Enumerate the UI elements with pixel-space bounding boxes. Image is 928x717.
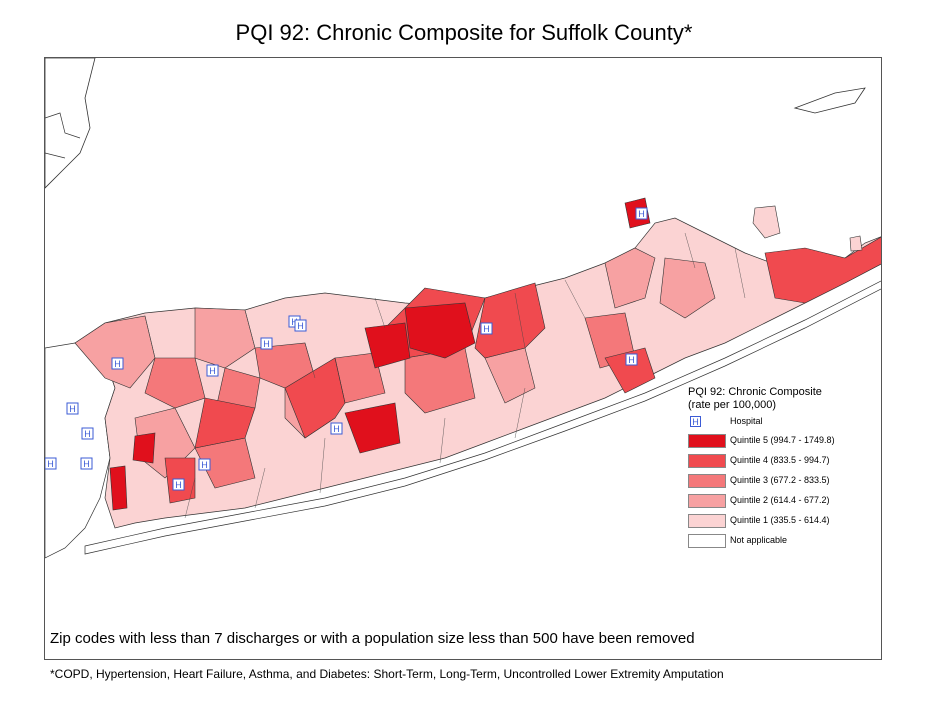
map-frame: H H H H H H H H H H H H H H H — [44, 57, 882, 660]
legend-subtitle: (rate per 100,000) — [688, 399, 777, 411]
svg-text:H: H — [483, 324, 490, 334]
map-footnote: *COPD, Hypertension, Heart Failure, Asth… — [50, 667, 724, 681]
zip-q4-e — [604, 347, 656, 394]
hospital-icon[interactable]: H — [80, 457, 93, 470]
barrier-island — [84, 280, 881, 555]
svg-text:H: H — [263, 339, 270, 349]
legend-item: Quintile 5 (994.7 - 1749.8) — [688, 432, 835, 450]
hospital-icon: H — [690, 416, 701, 427]
legend-swatch — [688, 534, 726, 548]
zip-q5-e — [109, 465, 128, 511]
legend-item-label: Quintile 5 (994.7 - 1749.8) — [730, 435, 835, 445]
zip-q5-c — [344, 402, 401, 454]
legend-item: Quintile 4 (833.5 - 994.7) — [688, 452, 830, 470]
svg-text:H: H — [209, 366, 216, 376]
plum-island — [752, 205, 781, 239]
legend-hospital-label: Hospital — [730, 416, 763, 426]
svg-text:H: H — [84, 429, 91, 439]
zip-q2-b — [194, 307, 256, 369]
zip-q5-a — [404, 302, 476, 359]
zip-q2-d — [659, 257, 716, 319]
legend-item: Quintile 3 (677.2 - 833.5) — [688, 472, 830, 490]
svg-text:H: H — [638, 209, 645, 219]
gardiners-island — [849, 235, 863, 252]
hospital-icon[interactable]: H — [294, 319, 307, 332]
legend-item: Quintile 2 (614.4 - 677.2) — [688, 492, 830, 510]
svg-text:H: H — [114, 359, 121, 369]
legend-swatch — [688, 474, 726, 488]
map-title: PQI 92: Chronic Composite for Suffolk Co… — [235, 20, 693, 45]
hospital-icon[interactable]: H — [635, 207, 648, 220]
zip-q2-c — [604, 247, 656, 309]
hospital-icon[interactable]: H — [625, 353, 638, 366]
svg-text:H: H — [333, 424, 340, 434]
svg-text:H: H — [201, 460, 208, 470]
hospital-icon[interactable]: H — [172, 478, 185, 491]
legend-swatch — [688, 434, 726, 448]
zip-q4-a — [194, 397, 256, 449]
hospital-icon[interactable]: H — [111, 357, 124, 370]
legend-swatch — [688, 494, 726, 508]
zip-q5-b — [364, 322, 411, 369]
hospital-icon[interactable]: H — [66, 402, 79, 415]
legend-item-label: Quintile 1 (335.5 - 614.4) — [730, 515, 830, 525]
hospital-icon[interactable]: H — [480, 322, 493, 335]
legend-item-label: Not applicable — [730, 535, 788, 545]
legend-swatch — [688, 454, 726, 468]
hospital-icon[interactable]: H — [260, 337, 273, 350]
zip-q4-b — [284, 357, 346, 439]
hospital-markers: H H H H H H H H H H H H H H H — [45, 207, 648, 491]
zip-q3-a — [144, 357, 206, 409]
map-legend: PQI 92: Chronic Composite (rate per 100,… — [688, 386, 835, 550]
map-note: Zip codes with less than 7 discharges or… — [50, 630, 695, 647]
hospital-icon[interactable]: H — [198, 458, 211, 471]
legend-item-label: Quintile 2 (614.4 - 677.2) — [730, 495, 830, 505]
legend-item: Quintile 1 (335.5 - 614.4) — [688, 512, 830, 530]
svg-text:H: H — [69, 404, 76, 414]
hospital-icon[interactable]: H — [206, 364, 219, 377]
zip-boundaries — [144, 232, 746, 519]
zip-q4-f — [764, 236, 881, 304]
suffolk-map: H H H H H H H H H H H H H H H — [45, 58, 881, 559]
zip-q5-d — [132, 432, 156, 464]
legend-item-label: Quintile 4 (833.5 - 994.7) — [730, 455, 830, 465]
svg-text:H: H — [175, 480, 182, 490]
legend-item-label: Quintile 3 (677.2 - 833.5) — [730, 475, 830, 485]
legend-swatch — [688, 514, 726, 528]
hospital-icon[interactable]: H — [81, 427, 94, 440]
hospital-icon[interactable]: H — [45, 457, 57, 470]
hospital-icon[interactable]: H — [330, 422, 343, 435]
connecticut-shore-line — [45, 112, 81, 159]
svg-text:H: H — [628, 355, 635, 365]
svg-text:H: H — [47, 459, 54, 469]
svg-text:H: H — [83, 459, 90, 469]
svg-text:H: H — [297, 321, 304, 331]
legend-hospital-row: H Hospital — [688, 416, 822, 430]
connecticut-shore — [45, 58, 96, 189]
legend-title: PQI 92: Chronic Composite — [688, 386, 822, 398]
legend-item: Not applicable — [688, 532, 822, 550]
fishers-island — [793, 87, 866, 114]
